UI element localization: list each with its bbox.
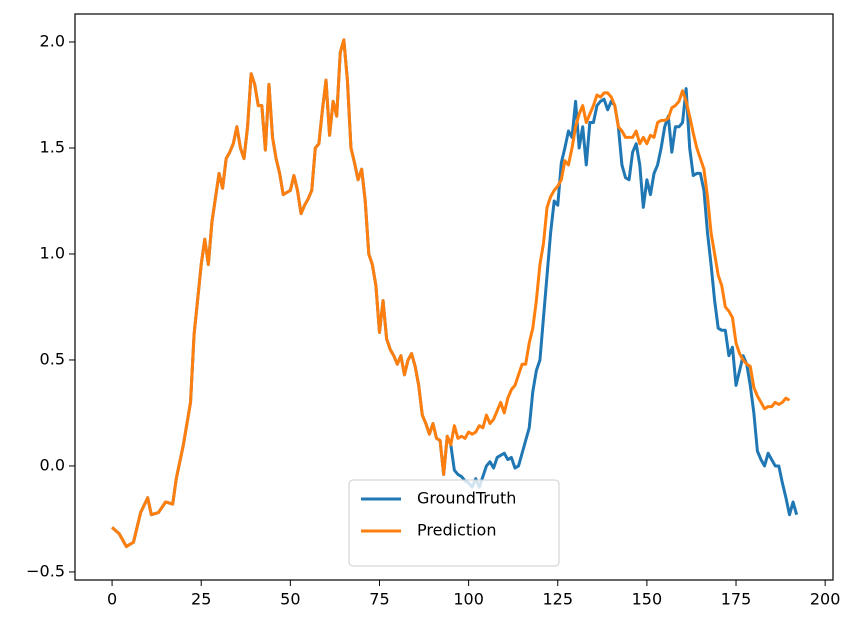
y-tick-label: 1.5 (40, 137, 65, 156)
legend-box (348, 479, 560, 567)
y-tick-label: 1.0 (40, 243, 65, 262)
line-series (111, 38, 791, 549)
x-tick-label: 100 (453, 590, 484, 609)
legend: GroundTruth Prediction (348, 479, 560, 567)
legend-label: GroundTruth (417, 489, 516, 508)
x-tick-label: 200 (810, 590, 841, 609)
axes-frame (74, 13, 834, 581)
x-tick-label: 75 (369, 590, 389, 609)
x-tick-label: 175 (721, 590, 752, 609)
x-tick-label: 0 (107, 590, 117, 609)
x-tick-label: 50 (280, 590, 300, 609)
x-tick-label: 150 (632, 590, 663, 609)
y-tick-label: 0.0 (40, 455, 65, 474)
y-tick-label: 2.0 (40, 31, 65, 50)
y-tick-label: 0.5 (40, 349, 65, 368)
x-tick-label: 125 (542, 590, 573, 609)
y-tick-label: −0.5 (26, 561, 65, 580)
x-tick-label: 25 (191, 590, 211, 609)
legend-label: Prediction (417, 521, 496, 540)
